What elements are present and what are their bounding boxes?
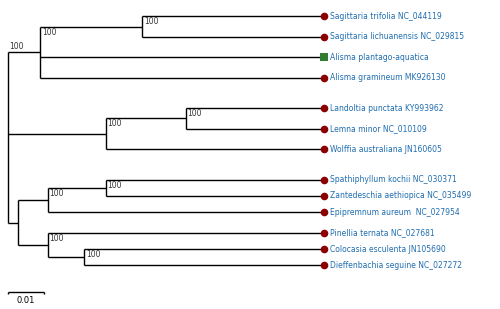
Text: 100: 100: [144, 17, 158, 26]
Text: Wolffia australiana JN160605: Wolffia australiana JN160605: [330, 145, 442, 154]
Text: 100: 100: [50, 234, 64, 243]
Text: 100: 100: [108, 120, 122, 129]
Text: Alisma plantago-aquatica: Alisma plantago-aquatica: [330, 53, 428, 62]
Text: Sagittaria trifolia NC_044119: Sagittaria trifolia NC_044119: [330, 12, 442, 21]
Text: Lemna minor NC_010109: Lemna minor NC_010109: [330, 124, 426, 133]
Text: 100: 100: [188, 109, 202, 118]
Text: 100: 100: [42, 28, 56, 36]
Text: Sagittaria lichuanensis NC_029815: Sagittaria lichuanensis NC_029815: [330, 32, 464, 41]
Text: Alisma gramineum MK926130: Alisma gramineum MK926130: [330, 73, 445, 82]
Text: 100: 100: [50, 189, 64, 198]
Text: Landoltia punctata KY993962: Landoltia punctata KY993962: [330, 104, 443, 113]
Text: Colocasia esculenta JN105690: Colocasia esculenta JN105690: [330, 244, 446, 254]
Text: Spathiphyllum kochii NC_030371: Spathiphyllum kochii NC_030371: [330, 175, 456, 184]
Text: Dieffenbachia seguine NC_027272: Dieffenbachia seguine NC_027272: [330, 261, 462, 270]
Text: Pinellia ternata NC_027681: Pinellia ternata NC_027681: [330, 228, 434, 237]
Text: 100: 100: [86, 250, 101, 259]
Text: 100: 100: [108, 181, 122, 190]
Text: Epipremnum aureum  NC_027954: Epipremnum aureum NC_027954: [330, 208, 460, 217]
Text: 100: 100: [10, 42, 24, 51]
Text: Zantedeschia aethiopica NC_035499: Zantedeschia aethiopica NC_035499: [330, 192, 471, 201]
Text: 0.01: 0.01: [16, 296, 35, 305]
